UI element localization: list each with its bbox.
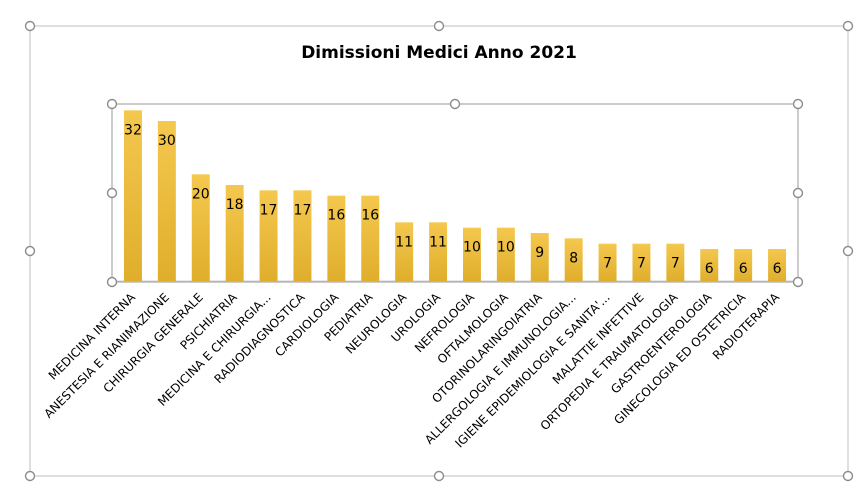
chart-title: Dimissioni Medici Anno 2021 xyxy=(301,43,577,63)
resize-handle-top-right[interactable] xyxy=(842,20,854,32)
bar-value-label: 16 xyxy=(361,208,379,224)
plot-handle-top-left[interactable] xyxy=(106,98,118,110)
bar-value-label: 7 xyxy=(603,256,612,272)
bar[interactable] xyxy=(225,185,244,281)
bar[interactable] xyxy=(734,249,753,281)
resize-handle-left[interactable] xyxy=(24,245,36,257)
bar[interactable] xyxy=(666,243,685,281)
resize-handle-bottom-right[interactable] xyxy=(842,470,854,482)
bar-value-label: 9 xyxy=(535,245,544,261)
bar[interactable] xyxy=(259,190,278,281)
bar-value-label: 6 xyxy=(705,261,714,277)
bar-value-label: 20 xyxy=(192,186,210,202)
chart-area-handles xyxy=(24,20,854,482)
bar-value-label: 10 xyxy=(463,240,481,256)
plot-handle-right[interactable] xyxy=(792,187,804,199)
bar[interactable] xyxy=(429,222,448,281)
bar-value-label: 7 xyxy=(671,256,680,272)
bar-value-label: 11 xyxy=(395,234,413,250)
plot-area-handles xyxy=(106,98,804,288)
bar[interactable] xyxy=(123,110,142,281)
plot-handle-top[interactable] xyxy=(449,98,461,110)
bar[interactable] xyxy=(700,249,719,281)
bar[interactable] xyxy=(361,195,380,281)
plot-area-frame[interactable] xyxy=(111,103,799,283)
bar-value-label: 8 xyxy=(569,250,578,266)
bar-value-label: 6 xyxy=(739,261,748,277)
bar[interactable] xyxy=(632,243,651,281)
resize-handle-bottom-left[interactable] xyxy=(24,470,36,482)
bar-series xyxy=(123,110,787,281)
plot-handle-bottom-right[interactable] xyxy=(792,276,804,288)
plot-handle-bottom-left[interactable] xyxy=(106,276,118,288)
bar-value-label: 18 xyxy=(226,197,244,213)
bar[interactable] xyxy=(395,222,414,281)
bar-value-label: 6 xyxy=(773,261,782,277)
bar[interactable] xyxy=(598,243,617,281)
plot-handle-top-right[interactable] xyxy=(792,98,804,110)
bar-value-label: 11 xyxy=(429,234,447,250)
bar-value-label: 16 xyxy=(327,208,345,224)
category-label: ANESTESIA E RIANIMAZIONE xyxy=(41,290,172,421)
bar[interactable] xyxy=(191,174,210,281)
bar[interactable] xyxy=(768,249,787,281)
plot-handle-left[interactable] xyxy=(106,187,118,199)
bar[interactable] xyxy=(462,227,481,281)
bar[interactable] xyxy=(157,121,176,281)
bar-value-label: 30 xyxy=(158,133,176,149)
bar-value-label: 10 xyxy=(497,240,515,256)
bar-value-label: 32 xyxy=(124,122,142,138)
resize-handle-bottom[interactable] xyxy=(433,470,445,482)
bar-value-label: 17 xyxy=(260,202,278,218)
data-labels: 32 30 20 18 17 17 16 16 11 11 10 10 9 8 7 7 7 6 6 6 xyxy=(124,122,782,277)
bar[interactable] xyxy=(530,233,549,281)
bar[interactable] xyxy=(293,190,312,281)
resize-handle-top-left[interactable] xyxy=(24,20,36,32)
resize-handle-right[interactable] xyxy=(842,245,854,257)
bar[interactable] xyxy=(327,195,346,281)
bar[interactable] xyxy=(564,238,583,281)
bar[interactable] xyxy=(496,227,515,281)
bar-value-label: 17 xyxy=(294,202,312,218)
resize-handle-top[interactable] xyxy=(433,20,445,32)
bar-value-label: 7 xyxy=(637,256,646,272)
